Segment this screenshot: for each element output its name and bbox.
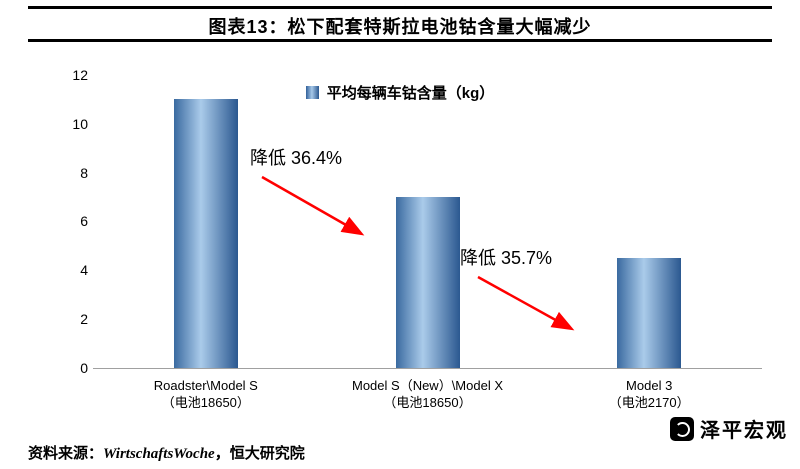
source-prefix: 资料来源：	[28, 445, 104, 462]
x-label-model-3: Model 3 （电池2170）	[538, 377, 760, 411]
bar-column	[538, 75, 760, 368]
legend-swatch-icon	[305, 86, 319, 99]
title-top-rule	[28, 6, 772, 9]
x-label-line2: （电池18650）	[161, 395, 250, 410]
y-tick-8: 8	[80, 165, 88, 181]
annotation-decrease-35-7: 降低 35.7%	[460, 248, 553, 268]
watermark-logo-icon	[670, 416, 694, 441]
watermark-text: 泽平宏观	[700, 420, 788, 442]
y-tick-4: 4	[80, 262, 88, 278]
source-suffix: ，恒大研究院	[214, 445, 305, 462]
bar-column	[95, 75, 317, 368]
y-tick-12: 12	[72, 67, 88, 83]
x-label-line2: （电池18650）	[383, 395, 472, 410]
x-label-line1: Model 3	[626, 378, 673, 393]
x-axis-labels: Roadster\Model S （电池18650） Model S（New）\…	[95, 377, 760, 411]
x-label-line1: Roadster\Model S	[153, 378, 258, 393]
source-note: 资料来源：WirtschaftsWoche，恒大研究院	[28, 442, 305, 463]
bar-column	[317, 75, 539, 368]
x-label-roadster-model-s: Roadster\Model S （电池18650）	[95, 377, 317, 411]
watermark: 泽平宏观	[670, 414, 788, 443]
annotation-decrease-36-4: 降低 36.4%	[250, 148, 343, 168]
legend-label: 平均每辆车钴含量（kg）	[326, 85, 495, 102]
bar-model-s-new-model-x	[395, 197, 460, 368]
plot-area	[95, 75, 760, 368]
y-tick-6: 6	[80, 213, 88, 229]
x-label-line2: （电池2170）	[608, 395, 690, 410]
bar-roadster-model-s	[173, 99, 238, 368]
x-axis-line	[93, 368, 762, 369]
x-label-line1: Model S（New）\Model X	[352, 378, 503, 393]
x-label-model-s-new-model-x: Model S（New）\Model X （电池18650）	[317, 377, 539, 411]
chart-title: 图表13：松下配套特斯拉电池钴含量大幅减少	[208, 17, 592, 37]
y-tick-10: 10	[72, 116, 88, 132]
source-latin: WirtschaftsWoche	[103, 446, 215, 462]
legend: 平均每辆车钴含量（kg）	[0, 82, 800, 103]
y-tick-0: 0	[80, 360, 88, 376]
bar-model-3	[617, 258, 682, 368]
y-axis: 12 10 8 6 4 2 0	[40, 67, 88, 376]
title-bottom-rule	[28, 39, 772, 42]
y-tick-2: 2	[80, 311, 88, 327]
